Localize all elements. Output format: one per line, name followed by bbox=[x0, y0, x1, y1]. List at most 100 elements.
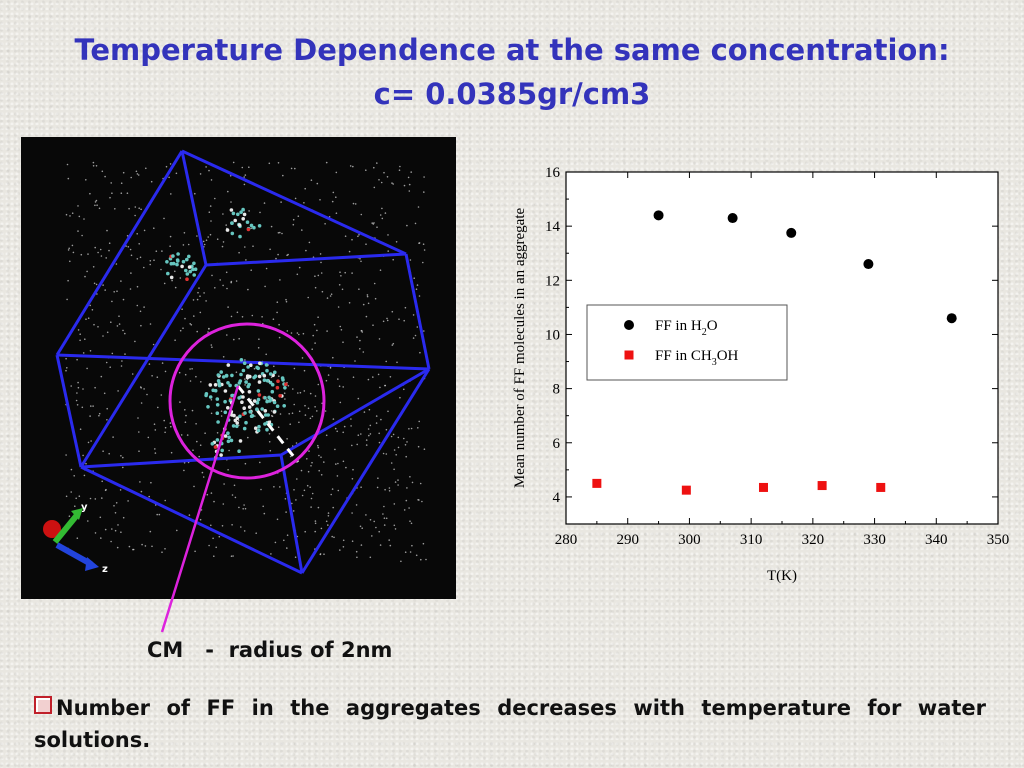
solvent-dot bbox=[418, 420, 421, 423]
molecule-atom bbox=[220, 448, 224, 453]
solvent-dot bbox=[277, 253, 279, 256]
solvent-dot bbox=[418, 295, 421, 297]
solvent-dot bbox=[97, 326, 99, 328]
molecule-atom bbox=[216, 373, 221, 377]
solvent-dot bbox=[296, 332, 299, 334]
solvent-dot bbox=[313, 323, 316, 326]
solvent-dot bbox=[209, 205, 212, 207]
solvent-dot bbox=[144, 545, 147, 547]
solvent-dot bbox=[156, 513, 158, 516]
solvent-dot bbox=[318, 469, 321, 472]
solvent-dot bbox=[238, 506, 240, 509]
molecule-atom bbox=[184, 268, 188, 273]
solvent-dot bbox=[293, 367, 296, 370]
molecule-atom bbox=[247, 390, 252, 394]
solvent-dot bbox=[360, 213, 363, 216]
solvent-dot bbox=[284, 398, 286, 400]
solvent-dot bbox=[320, 261, 322, 264]
solvent-dot bbox=[337, 489, 340, 492]
molecule-atom bbox=[224, 373, 229, 378]
solvent-dot bbox=[87, 253, 89, 255]
solvent-dot bbox=[273, 486, 275, 488]
solvent-dot bbox=[388, 490, 391, 492]
solvent-dot bbox=[406, 441, 408, 443]
solvent-dot bbox=[73, 475, 75, 477]
solvent-dot bbox=[119, 489, 122, 491]
solvent-dot bbox=[279, 413, 282, 415]
solvent-dot bbox=[210, 220, 212, 222]
solvent-dot bbox=[136, 258, 139, 260]
axis-z-label: z bbox=[102, 564, 108, 575]
solvent-dot bbox=[115, 502, 118, 504]
solvent-dot bbox=[205, 300, 207, 302]
solvent-dot bbox=[393, 449, 396, 451]
solvent-dot bbox=[210, 399, 213, 401]
solvent-dot bbox=[329, 295, 332, 297]
solvent-dot bbox=[389, 544, 392, 547]
molecule-atom bbox=[236, 212, 240, 217]
solvent-dot bbox=[377, 373, 380, 376]
solvent-dot bbox=[139, 256, 142, 259]
solvent-dot bbox=[275, 257, 277, 260]
solvent-dot bbox=[139, 386, 142, 388]
solvent-dot bbox=[67, 279, 69, 282]
solvent-dot bbox=[200, 509, 203, 511]
solvent-dot bbox=[198, 287, 200, 289]
solvent-dot bbox=[354, 360, 356, 362]
solvent-dot bbox=[339, 401, 342, 404]
solvent-dot bbox=[66, 367, 68, 369]
solvent-dot bbox=[422, 542, 425, 545]
solvent-dot bbox=[339, 325, 342, 328]
solvent-dot bbox=[403, 437, 405, 440]
solvent-dot bbox=[367, 428, 370, 430]
solvent-dot bbox=[385, 517, 388, 520]
solvent-dot bbox=[415, 288, 418, 290]
solvent-dot bbox=[110, 321, 112, 323]
molecule-atom bbox=[237, 381, 242, 385]
solvent-dot bbox=[278, 375, 280, 377]
solvent-dot bbox=[105, 257, 107, 259]
solvent-dot bbox=[69, 260, 71, 263]
solvent-dot bbox=[392, 342, 395, 345]
data-points bbox=[592, 210, 957, 495]
solvent-dot bbox=[339, 549, 341, 551]
solvent-dot bbox=[384, 488, 386, 491]
solvent-dot bbox=[367, 302, 370, 305]
solvent-dot bbox=[175, 172, 178, 175]
solvent-dot bbox=[163, 217, 165, 220]
solvent-dot bbox=[336, 430, 339, 433]
molecule-atom bbox=[265, 368, 269, 373]
solvent-dot bbox=[373, 282, 376, 285]
solvent-dot bbox=[294, 556, 297, 558]
solvent-dot bbox=[326, 330, 328, 332]
solvent-dot bbox=[418, 242, 421, 244]
solvent-dot bbox=[259, 461, 261, 464]
solvent-dot bbox=[314, 522, 317, 525]
solvent-dot bbox=[377, 477, 379, 480]
solvent-dot bbox=[332, 356, 334, 359]
molecule-atom bbox=[226, 381, 230, 385]
solvent-dot bbox=[194, 192, 196, 195]
solvent-dot bbox=[218, 535, 221, 538]
solvent-dot bbox=[423, 191, 425, 193]
solvent-dot bbox=[417, 206, 420, 208]
solvent-dot bbox=[331, 535, 334, 538]
solvent-dot bbox=[205, 166, 207, 168]
solvent-dot bbox=[307, 470, 310, 473]
molecule-atom bbox=[215, 438, 220, 442]
solvent-dot bbox=[361, 329, 363, 332]
solvent-dot bbox=[365, 315, 368, 318]
solvent-dot bbox=[362, 303, 365, 306]
solvent-dot bbox=[344, 235, 347, 237]
molecule-atom bbox=[249, 363, 253, 367]
solvent-dot bbox=[403, 388, 405, 391]
molecule-atom bbox=[235, 424, 239, 429]
solvent-dot bbox=[335, 463, 337, 465]
solvent-dot bbox=[343, 425, 346, 428]
solvent-dot bbox=[199, 518, 202, 521]
solvent-dot bbox=[67, 249, 70, 251]
solvent-dot bbox=[104, 175, 106, 178]
solvent-dot bbox=[394, 481, 397, 483]
solvent-dot bbox=[339, 271, 341, 273]
solvent-dot bbox=[184, 373, 187, 376]
